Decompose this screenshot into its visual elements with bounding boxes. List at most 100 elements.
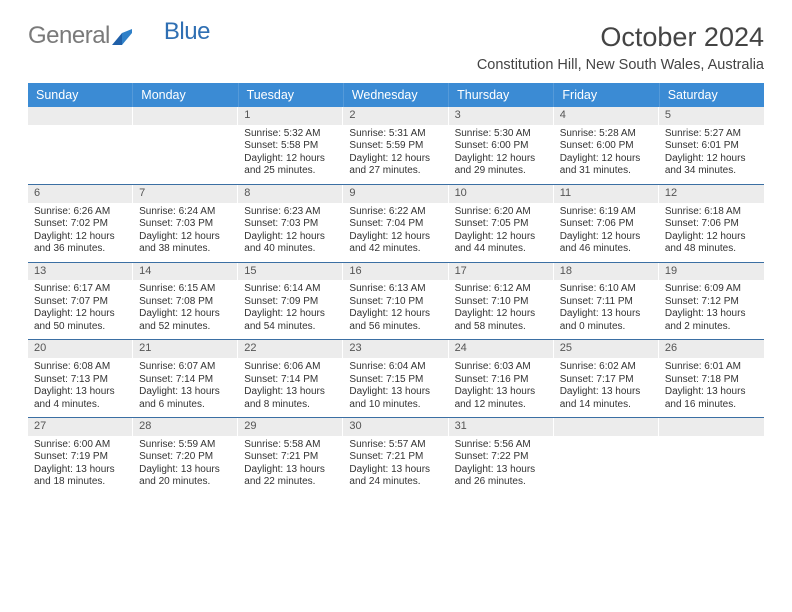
calendar-day-cell: 24Sunrise: 6:03 AMSunset: 7:16 PMDayligh… — [449, 340, 554, 417]
sunset-text: Sunset: 7:09 PM — [244, 296, 338, 309]
calendar-day-cell: 13Sunrise: 6:17 AMSunset: 7:07 PMDayligh… — [28, 263, 133, 340]
day-body: Sunrise: 5:57 AMSunset: 7:21 PMDaylight:… — [343, 436, 448, 495]
sunset-text: Sunset: 7:06 PM — [665, 218, 759, 231]
day-number: 18 — [554, 263, 659, 281]
sunrise-text: Sunrise: 6:18 AM — [665, 206, 759, 219]
sunset-text: Sunset: 7:14 PM — [244, 374, 338, 387]
day-body: Sunrise: 5:58 AMSunset: 7:21 PMDaylight:… — [238, 436, 343, 495]
calendar-week-row: 13Sunrise: 6:17 AMSunset: 7:07 PMDayligh… — [28, 263, 764, 341]
daylight-text: Daylight: 13 hours and 14 minutes. — [560, 386, 654, 411]
daylight-text: Daylight: 13 hours and 24 minutes. — [349, 464, 443, 489]
daylight-text: Daylight: 12 hours and 54 minutes. — [244, 308, 338, 333]
day-number: 26 — [659, 340, 764, 358]
daylight-text: Daylight: 13 hours and 18 minutes. — [34, 464, 128, 489]
sunset-text: Sunset: 7:20 PM — [139, 451, 233, 464]
sunrise-text: Sunrise: 5:28 AM — [560, 128, 654, 141]
sunset-text: Sunset: 7:18 PM — [665, 374, 759, 387]
day-number: 29 — [238, 418, 343, 436]
header-row: General Blue October 2024 Constitution H… — [28, 22, 764, 73]
daylight-text: Daylight: 12 hours and 42 minutes. — [349, 231, 443, 256]
day-number: 9 — [343, 185, 448, 203]
sunset-text: Sunset: 7:21 PM — [244, 451, 338, 464]
sunset-text: Sunset: 6:00 PM — [455, 140, 549, 153]
calendar-day-cell: 21Sunrise: 6:07 AMSunset: 7:14 PMDayligh… — [133, 340, 238, 417]
calendar-day-cell: 16Sunrise: 6:13 AMSunset: 7:10 PMDayligh… — [343, 263, 448, 340]
calendar-day-cell: 17Sunrise: 6:12 AMSunset: 7:10 PMDayligh… — [449, 263, 554, 340]
calendar-day-cell: 10Sunrise: 6:20 AMSunset: 7:05 PMDayligh… — [449, 185, 554, 262]
day-number: 1 — [238, 107, 343, 125]
day-body: Sunrise: 6:15 AMSunset: 7:08 PMDaylight:… — [133, 280, 238, 339]
calendar-day-cell: . — [133, 107, 238, 184]
daylight-text: Daylight: 12 hours and 29 minutes. — [455, 153, 549, 178]
calendar-day-cell: . — [28, 107, 133, 184]
calendar-day-cell: 6Sunrise: 6:26 AMSunset: 7:02 PMDaylight… — [28, 185, 133, 262]
sunset-text: Sunset: 7:14 PM — [139, 374, 233, 387]
sunrise-text: Sunrise: 5:57 AM — [349, 439, 443, 452]
daylight-text: Daylight: 12 hours and 58 minutes. — [455, 308, 549, 333]
day-body: Sunrise: 6:02 AMSunset: 7:17 PMDaylight:… — [554, 358, 659, 417]
sunrise-text: Sunrise: 5:32 AM — [244, 128, 338, 141]
calendar-day-cell: 3Sunrise: 5:30 AMSunset: 6:00 PMDaylight… — [449, 107, 554, 184]
daylight-text: Daylight: 13 hours and 6 minutes. — [139, 386, 233, 411]
day-body: Sunrise: 6:17 AMSunset: 7:07 PMDaylight:… — [28, 280, 133, 339]
sunrise-text: Sunrise: 6:23 AM — [244, 206, 338, 219]
day-body: Sunrise: 6:09 AMSunset: 7:12 PMDaylight:… — [659, 280, 764, 339]
weekday-header: Saturday — [660, 83, 764, 107]
day-number: . — [659, 418, 764, 436]
daylight-text: Daylight: 12 hours and 31 minutes. — [560, 153, 654, 178]
calendar-day-cell: . — [659, 418, 764, 495]
calendar-day-cell: 27Sunrise: 6:00 AMSunset: 7:19 PMDayligh… — [28, 418, 133, 495]
day-body — [554, 436, 659, 494]
sunrise-text: Sunrise: 6:10 AM — [560, 283, 654, 296]
daylight-text: Daylight: 12 hours and 25 minutes. — [244, 153, 338, 178]
day-number: . — [554, 418, 659, 436]
sunrise-text: Sunrise: 6:17 AM — [34, 283, 128, 296]
sunset-text: Sunset: 7:02 PM — [34, 218, 128, 231]
weekday-header: Friday — [554, 83, 659, 107]
calendar-week-row: 6Sunrise: 6:26 AMSunset: 7:02 PMDaylight… — [28, 185, 764, 263]
day-number: 8 — [238, 185, 343, 203]
daylight-text: Daylight: 12 hours and 52 minutes. — [139, 308, 233, 333]
sunset-text: Sunset: 7:19 PM — [34, 451, 128, 464]
day-number: 6 — [28, 185, 133, 203]
calendar-day-cell: 19Sunrise: 6:09 AMSunset: 7:12 PMDayligh… — [659, 263, 764, 340]
weekday-header: Tuesday — [239, 83, 344, 107]
daylight-text: Daylight: 13 hours and 2 minutes. — [665, 308, 759, 333]
daylight-text: Daylight: 13 hours and 22 minutes. — [244, 464, 338, 489]
calendar-day-cell: 5Sunrise: 5:27 AMSunset: 6:01 PMDaylight… — [659, 107, 764, 184]
sunset-text: Sunset: 7:05 PM — [455, 218, 549, 231]
day-number: 24 — [449, 340, 554, 358]
daylight-text: Daylight: 13 hours and 16 minutes. — [665, 386, 759, 411]
day-number: 25 — [554, 340, 659, 358]
page-subtitle: Constitution Hill, New South Wales, Aust… — [477, 57, 764, 73]
day-body: Sunrise: 6:04 AMSunset: 7:15 PMDaylight:… — [343, 358, 448, 417]
logo-text-1: General — [28, 22, 110, 50]
page-title: October 2024 — [477, 22, 764, 53]
sunset-text: Sunset: 7:21 PM — [349, 451, 443, 464]
calendar-day-cell: 26Sunrise: 6:01 AMSunset: 7:18 PMDayligh… — [659, 340, 764, 417]
day-number: 21 — [133, 340, 238, 358]
calendar-day-cell: 25Sunrise: 6:02 AMSunset: 7:17 PMDayligh… — [554, 340, 659, 417]
sunset-text: Sunset: 7:15 PM — [349, 374, 443, 387]
daylight-text: Daylight: 12 hours and 27 minutes. — [349, 153, 443, 178]
calendar-day-cell: 2Sunrise: 5:31 AMSunset: 5:59 PMDaylight… — [343, 107, 448, 184]
day-body: Sunrise: 6:24 AMSunset: 7:03 PMDaylight:… — [133, 203, 238, 262]
sunrise-text: Sunrise: 6:15 AM — [139, 283, 233, 296]
sunrise-text: Sunrise: 5:59 AM — [139, 439, 233, 452]
day-body — [133, 125, 238, 183]
day-number: 19 — [659, 263, 764, 281]
day-number: 16 — [343, 263, 448, 281]
daylight-text: Daylight: 12 hours and 48 minutes. — [665, 231, 759, 256]
calendar-day-cell: 15Sunrise: 6:14 AMSunset: 7:09 PMDayligh… — [238, 263, 343, 340]
day-number: 15 — [238, 263, 343, 281]
sunset-text: Sunset: 7:06 PM — [560, 218, 654, 231]
calendar-day-cell: 18Sunrise: 6:10 AMSunset: 7:11 PMDayligh… — [554, 263, 659, 340]
calendar-day-cell: 14Sunrise: 6:15 AMSunset: 7:08 PMDayligh… — [133, 263, 238, 340]
day-body: Sunrise: 6:03 AMSunset: 7:16 PMDaylight:… — [449, 358, 554, 417]
calendar-day-cell: 11Sunrise: 6:19 AMSunset: 7:06 PMDayligh… — [554, 185, 659, 262]
daylight-text: Daylight: 13 hours and 20 minutes. — [139, 464, 233, 489]
daylight-text: Daylight: 13 hours and 12 minutes. — [455, 386, 549, 411]
calendar-week-row: ..1Sunrise: 5:32 AMSunset: 5:58 PMDaylig… — [28, 107, 764, 185]
calendar-header-row: SundayMondayTuesdayWednesdayThursdayFrid… — [28, 83, 764, 107]
daylight-text: Daylight: 12 hours and 36 minutes. — [34, 231, 128, 256]
